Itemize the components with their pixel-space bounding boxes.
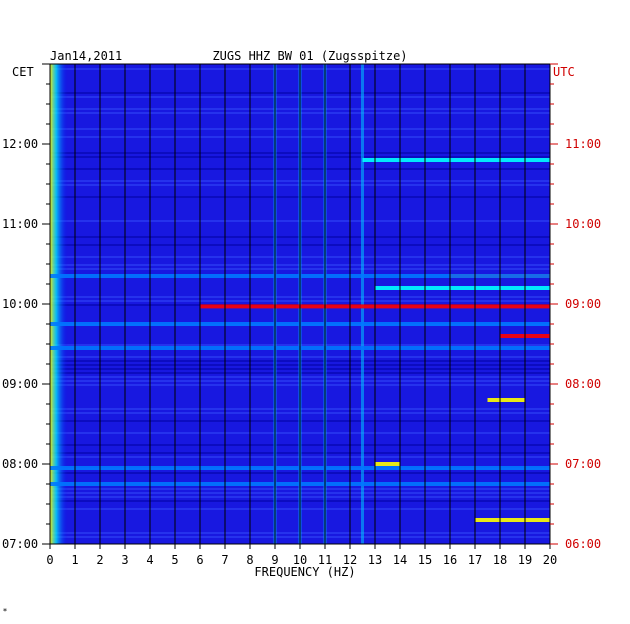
x-tick-label: 16 [443, 553, 457, 567]
x-tick-label: 18 [493, 553, 507, 567]
right-axis-label: UTC [553, 65, 575, 79]
x-tick-label: 7 [221, 553, 228, 567]
right-tick-label: 06:00 [565, 537, 601, 551]
x-axis-label: FREQUENCY (HZ) [254, 565, 355, 579]
x-tick-label: 9 [271, 553, 278, 567]
left-tick-label: 11:00 [2, 217, 38, 231]
right-tick-label: 08:00 [565, 377, 601, 391]
x-tick-label: 15 [418, 553, 432, 567]
plot-area [49, 63, 551, 545]
signal-band [362, 158, 550, 162]
left-tick-label: 07:00 [2, 537, 38, 551]
signal-band [487, 398, 525, 402]
frequency-line [361, 64, 364, 544]
x-tick-label: 0 [46, 553, 53, 567]
x-tick-label: 13 [368, 553, 382, 567]
chart-date: Jan14,2011 [50, 49, 122, 63]
left-tick-label: 09:00 [2, 377, 38, 391]
x-tick-label: 6 [196, 553, 203, 567]
signal-band [375, 462, 400, 466]
signal-band [475, 518, 550, 522]
right-tick-label: 09:00 [565, 297, 601, 311]
x-tick-label: 19 [518, 553, 532, 567]
x-tick-label: 5 [171, 553, 178, 567]
x-tick-label: 10 [293, 553, 307, 567]
right-tick-label: 10:00 [565, 217, 601, 231]
left-axis-label: CET [12, 65, 34, 79]
frequency-gridlines [49, 64, 551, 544]
right-tick-label: 07:00 [565, 457, 601, 471]
x-tick-label: 1 [71, 553, 78, 567]
left-tick-label: 08:00 [2, 457, 38, 471]
x-tick-label: 2 [96, 553, 103, 567]
x-tick-label: 3 [121, 553, 128, 567]
x-tick-label: 8 [246, 553, 253, 567]
left-tick-label: 10:00 [2, 297, 38, 311]
signal-band [375, 286, 550, 290]
x-tick-label: 4 [146, 553, 153, 567]
x-tick-label: 17 [468, 553, 482, 567]
x-tick-label: 11 [318, 553, 332, 567]
x-tick-label: 14 [393, 553, 407, 567]
low-frequency-energy [50, 64, 68, 544]
x-tick-label: 20 [543, 553, 557, 567]
chart-title: ZUGS HHZ BW 01 (Zugsspitze) [212, 49, 407, 63]
right-tick-label: 11:00 [565, 137, 601, 151]
left-tick-label: 12:00 [2, 137, 38, 151]
footer-mark: * [3, 607, 7, 616]
x-tick-label: 12 [343, 553, 357, 567]
axes: 0 1 2 3 4 5 6 7 8 9 10 11 12 13 14 15 16 17 18 19 2007:0008:… [2, 63, 601, 567]
